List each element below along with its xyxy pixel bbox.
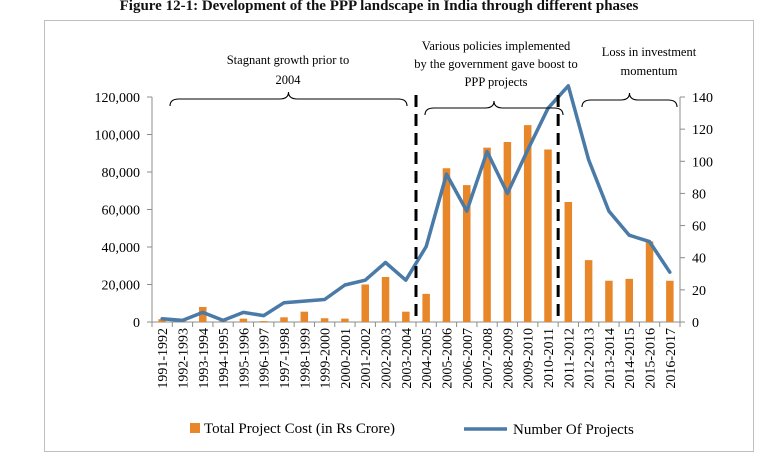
x-axis-tick-label: 2009-2010 xyxy=(522,328,537,389)
legend: Total Project Cost (in Rs Crore) Number O… xyxy=(190,421,634,438)
x-axis-tick-label: 1995-1996 xyxy=(237,328,252,389)
bar xyxy=(239,318,248,322)
bar xyxy=(442,168,451,322)
x-axis-tick-label: 1992-1993 xyxy=(176,328,191,389)
right-axis-tick-label: 120 xyxy=(692,123,713,138)
bar xyxy=(564,202,573,322)
bar xyxy=(666,280,674,322)
x-axis-tick-label: 1997-1998 xyxy=(278,328,293,389)
axes: 0 20,000 40,000 60,000 80,000 100,000 120,000 0… xyxy=(95,91,714,389)
x-axis-tick-label: 2002-2003 xyxy=(380,328,395,389)
bar xyxy=(199,307,207,322)
x-axis-tick-label: 2006-2007 xyxy=(461,328,476,389)
annotation-phase3: momentum xyxy=(621,64,678,78)
bar xyxy=(523,125,532,322)
bar xyxy=(503,142,512,322)
bar xyxy=(158,319,166,322)
x-axis-tick-label: 2003-2004 xyxy=(400,328,415,389)
bars xyxy=(158,125,674,322)
bar xyxy=(584,260,593,322)
brace-phase3 xyxy=(581,92,678,108)
annotation-phase1: 2004 xyxy=(276,73,302,87)
x-axis-tick-label: 2000-2001 xyxy=(339,328,354,389)
chart-frame xyxy=(44,20,754,452)
left-axis-tick-label: 100,000 xyxy=(95,129,141,144)
bar xyxy=(280,317,288,322)
x-axis-tick-label: 1994-1995 xyxy=(217,328,232,389)
x-axis-tick-label: 2011-2012 xyxy=(562,328,577,388)
right-axis-tick-label: 100 xyxy=(692,155,713,170)
legend-line-label: Number Of Projects xyxy=(513,422,634,438)
x-axis-tick-label: 1998-1999 xyxy=(298,328,313,389)
annotation-phase2: PPP projects xyxy=(464,75,527,89)
x-axis-tick-label: 2016-2017 xyxy=(664,328,679,389)
bar xyxy=(463,185,471,322)
left-axis-tick-label: 40,000 xyxy=(102,241,141,256)
x-axis-tick-label: 2015-2016 xyxy=(644,328,659,389)
annotation-phase2: Various policies implemented xyxy=(422,39,571,53)
legend-bar-label: Total Project Cost (in Rs Crore) xyxy=(204,421,395,437)
bar xyxy=(544,149,552,322)
line-projects xyxy=(160,84,672,323)
bar xyxy=(645,241,654,322)
x-axis-tick-label: 2004-2005 xyxy=(420,328,435,389)
left-axis-tick-label: 80,000 xyxy=(102,166,141,181)
phase-annotations: Stagnant growth prior to 2004 Various poli… xyxy=(169,39,697,116)
x-axis-tick-label: 1991-1992 xyxy=(156,328,171,389)
x-axis-tick-label: 2012-2013 xyxy=(583,328,598,389)
bar xyxy=(381,277,390,322)
bar xyxy=(605,280,613,322)
x-axis-tick-label: 2005-2006 xyxy=(440,328,455,389)
bar xyxy=(320,318,329,322)
brace-phase1 xyxy=(169,91,408,107)
annotation-phase1: Stagnant growth prior to xyxy=(227,53,350,67)
bar xyxy=(422,293,430,322)
x-axis-tick-label: 1993-1994 xyxy=(197,328,212,389)
x-axis-tick-label: 2010-2011 xyxy=(542,328,557,388)
x-axis-tick-label: 1999-2000 xyxy=(319,328,334,389)
annotation-phase3: Loss in investment xyxy=(602,45,697,59)
right-axis-tick-label: 0 xyxy=(692,316,699,331)
left-axis-tick-label: 120,000 xyxy=(95,91,141,106)
bar xyxy=(483,147,491,322)
right-axis-tick-label: 60 xyxy=(692,220,706,235)
right-axis-tick-label: 140 xyxy=(692,91,713,106)
right-axis-tick-label: 80 xyxy=(692,187,706,202)
x-axis-tick-label: 2007-2008 xyxy=(481,328,496,389)
left-axis-tick-label: 60,000 xyxy=(102,204,141,219)
left-axis-tick-label: 0 xyxy=(133,316,140,331)
x-axis-tick-label: 2008-2009 xyxy=(501,328,516,389)
brace-phase2 xyxy=(424,100,564,116)
bar xyxy=(259,321,268,322)
bar xyxy=(402,311,410,322)
bar xyxy=(341,318,349,322)
bar xyxy=(361,284,369,322)
legend-bar-swatch xyxy=(190,423,200,433)
left-axis-tick-label: 20,000 xyxy=(102,279,141,294)
bar xyxy=(300,311,309,322)
figure-title: Figure 12-1: Development of the PPP land… xyxy=(119,0,639,14)
right-axis-tick-label: 20 xyxy=(692,284,706,299)
x-axis-tick-label: 1996-1997 xyxy=(258,328,273,389)
x-axis-tick-label: 2001-2002 xyxy=(359,328,374,389)
line-series xyxy=(160,84,672,323)
x-axis-tick-label: 2013-2014 xyxy=(603,328,618,389)
annotation-phase2: by the government gave boost to xyxy=(414,57,578,71)
bar xyxy=(625,278,633,322)
right-axis-tick-label: 40 xyxy=(692,252,706,267)
x-axis-tick-label: 2014-2015 xyxy=(623,328,638,389)
